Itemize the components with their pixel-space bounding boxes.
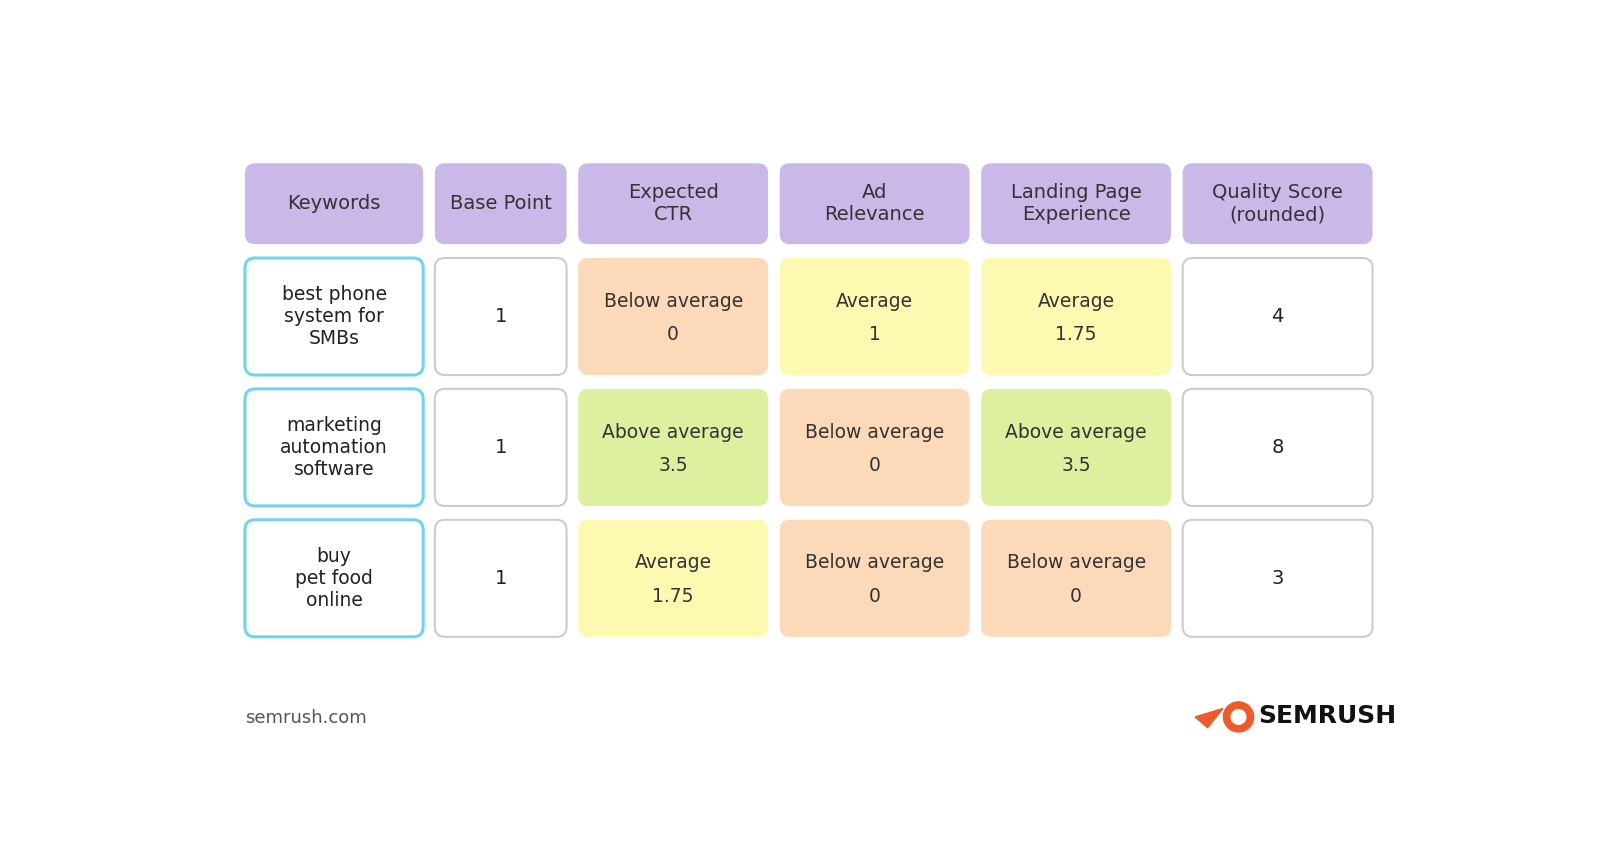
FancyBboxPatch shape	[578, 258, 768, 375]
Text: 1: 1	[494, 569, 507, 588]
Text: 1.75: 1.75	[1056, 325, 1098, 344]
Text: 1.75: 1.75	[653, 586, 694, 606]
FancyBboxPatch shape	[435, 258, 566, 375]
Circle shape	[1230, 710, 1246, 724]
Text: 3.5: 3.5	[658, 456, 688, 474]
Polygon shape	[1195, 708, 1222, 727]
FancyBboxPatch shape	[435, 389, 566, 506]
Text: 3: 3	[1272, 569, 1283, 588]
FancyBboxPatch shape	[1182, 163, 1373, 244]
Text: 0: 0	[1070, 586, 1082, 606]
Text: Above average: Above average	[1005, 422, 1147, 442]
FancyBboxPatch shape	[245, 520, 422, 637]
FancyBboxPatch shape	[245, 389, 422, 506]
FancyBboxPatch shape	[245, 163, 422, 244]
Text: semrush.com: semrush.com	[245, 709, 366, 727]
Text: 0: 0	[667, 325, 678, 344]
Text: Below average: Below average	[1006, 553, 1146, 573]
FancyBboxPatch shape	[578, 163, 768, 244]
Text: Average: Average	[837, 292, 914, 310]
FancyBboxPatch shape	[981, 520, 1171, 637]
Text: Average: Average	[1037, 292, 1115, 310]
Text: Expected
CTR: Expected CTR	[627, 183, 718, 225]
Text: 3.5: 3.5	[1061, 456, 1091, 474]
Text: 4: 4	[1272, 307, 1283, 326]
Text: 1: 1	[494, 438, 507, 457]
Text: Quality Score
(rounded): Quality Score (rounded)	[1213, 183, 1342, 225]
FancyBboxPatch shape	[435, 520, 566, 637]
Text: 8: 8	[1272, 438, 1283, 457]
Text: Keywords: Keywords	[288, 194, 381, 214]
FancyBboxPatch shape	[1182, 520, 1373, 637]
FancyBboxPatch shape	[578, 520, 768, 637]
FancyBboxPatch shape	[981, 163, 1171, 244]
FancyBboxPatch shape	[435, 163, 566, 244]
Text: Average: Average	[635, 553, 712, 573]
FancyBboxPatch shape	[779, 258, 970, 375]
FancyBboxPatch shape	[1182, 389, 1373, 506]
FancyBboxPatch shape	[245, 258, 422, 375]
Text: Landing Page
Experience: Landing Page Experience	[1011, 183, 1141, 225]
Text: Base Point: Base Point	[450, 194, 552, 214]
Text: Below average: Below average	[805, 553, 944, 573]
Text: 1: 1	[494, 307, 507, 326]
Text: Ad
Relevance: Ad Relevance	[824, 183, 925, 225]
Text: buy
pet food
online: buy pet food online	[294, 547, 373, 610]
FancyBboxPatch shape	[981, 389, 1171, 506]
Text: best phone
system for
SMBs: best phone system for SMBs	[282, 285, 387, 348]
Text: 0: 0	[869, 586, 880, 606]
Text: Below average: Below average	[603, 292, 742, 310]
FancyBboxPatch shape	[779, 389, 970, 506]
Text: Below average: Below average	[805, 422, 944, 442]
Text: 1: 1	[869, 325, 880, 344]
FancyBboxPatch shape	[1182, 258, 1373, 375]
FancyBboxPatch shape	[981, 258, 1171, 375]
Circle shape	[1224, 702, 1254, 732]
Text: marketing
automation
software: marketing automation software	[280, 416, 387, 479]
FancyBboxPatch shape	[779, 520, 970, 637]
Text: 0: 0	[869, 456, 880, 474]
FancyBboxPatch shape	[779, 163, 970, 244]
Text: SEMRUSH: SEMRUSH	[1259, 704, 1397, 728]
FancyBboxPatch shape	[578, 389, 768, 506]
Text: Above average: Above average	[602, 422, 744, 442]
